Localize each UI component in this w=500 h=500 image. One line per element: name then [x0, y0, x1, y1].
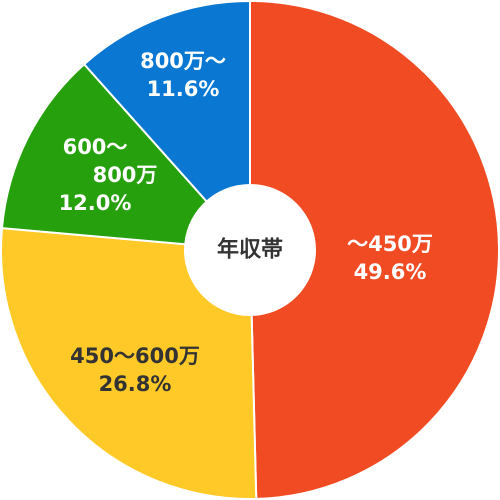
slice-value-0: 49.6% — [354, 260, 427, 284]
pie-labels: ～450万 49.6% 450～600万 26.8% 600～ 800万 12.0% 800万… — [59, 49, 433, 396]
slice-label-1: 450～600万 26.8% — [70, 344, 200, 396]
slice-value-3: 11.6% — [147, 77, 220, 101]
pie-slice-1 — [0, 227, 258, 500]
slice-category-2: 800万 — [93, 163, 158, 187]
slice-category-2: 600～ — [63, 135, 128, 159]
slice-value-1: 26.8% — [99, 372, 172, 396]
slice-label-0: ～450万 49.6% — [347, 232, 433, 284]
slice-label-2: 600～ 800万 12.0% — [59, 135, 158, 215]
center-label: 年収帯 — [217, 237, 283, 263]
slice-category-3: 800万～ — [140, 49, 226, 73]
slice-category-0: ～450万 — [347, 232, 433, 256]
slice-category-1: 450～600万 — [70, 344, 200, 368]
slice-label-3: 800万～ 11.6% — [140, 49, 226, 101]
slice-value-2: 12.0% — [59, 191, 132, 215]
pie-slice-2 — [0, 62, 253, 252]
pie-slice-0 — [249, 0, 500, 500]
pie-slice-3 — [82, 0, 251, 253]
center-hole — [184, 184, 316, 316]
